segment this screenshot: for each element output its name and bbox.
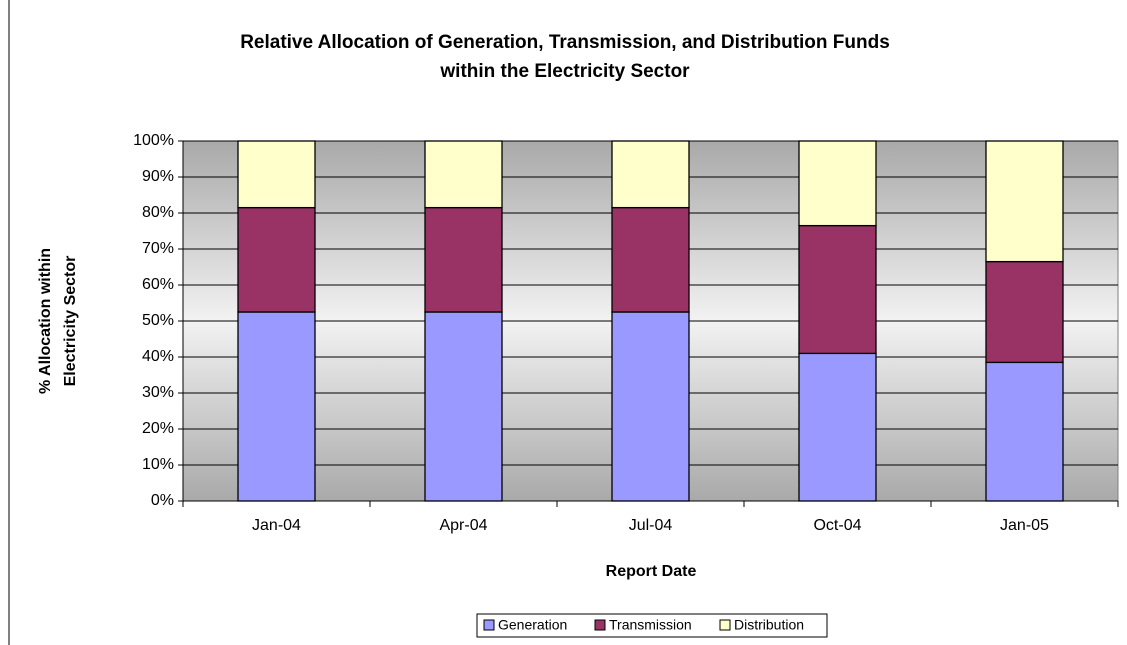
x-tick-label: Oct-04 <box>813 517 861 534</box>
y-tick-label: 50% <box>142 312 174 329</box>
bar-segment <box>985 140 1064 263</box>
y-tick-label: 70% <box>142 240 174 257</box>
y-axis-title: % Allocation within <box>37 248 54 394</box>
y-tick-label: 60% <box>142 276 174 293</box>
legend-box <box>476 613 828 638</box>
bar-segment <box>424 140 503 209</box>
bar-segment <box>985 361 1064 502</box>
bar-segment <box>798 224 877 355</box>
chart-title: Relative Allocation of Generation, Trans… <box>240 32 890 53</box>
bar-segment <box>237 140 316 209</box>
legend-label: Generation <box>498 617 567 633</box>
x-tick-label: Jan-04 <box>252 517 301 534</box>
y-tick-label: 20% <box>142 420 174 437</box>
legend-swatch <box>594 619 606 631</box>
y-tick-label: 0% <box>151 492 174 509</box>
bar-segment <box>237 206 316 313</box>
x-axis-title: Report Date <box>606 563 697 580</box>
bar-segment <box>611 140 690 209</box>
bar-segment <box>985 260 1064 364</box>
y-tick-label: 80% <box>142 204 174 221</box>
bar-segment <box>424 311 503 502</box>
bar-segment <box>798 140 877 227</box>
chart-title: within the Electricity Sector <box>439 61 690 82</box>
bar-segment <box>611 206 690 313</box>
x-tick-label: Jan-05 <box>1000 517 1049 534</box>
y-tick-label: 10% <box>142 456 174 473</box>
legend-label: Transmission <box>609 617 692 633</box>
legend-swatch <box>719 619 731 631</box>
y-tick-label: 100% <box>133 132 174 149</box>
y-tick-label: 90% <box>142 168 174 185</box>
legend-label: Distribution <box>734 617 804 633</box>
y-axis-title: Electricity Sector <box>62 256 79 387</box>
bar-segment <box>611 311 690 502</box>
bar-segment <box>237 311 316 502</box>
legend-swatch <box>483 619 495 631</box>
y-tick-label: 40% <box>142 348 174 365</box>
bar-segment <box>424 206 503 313</box>
y-tick-label: 30% <box>142 384 174 401</box>
x-tick-label: Apr-04 <box>439 517 487 534</box>
x-tick-label: Jul-04 <box>629 517 673 534</box>
bar-segment <box>798 352 877 502</box>
